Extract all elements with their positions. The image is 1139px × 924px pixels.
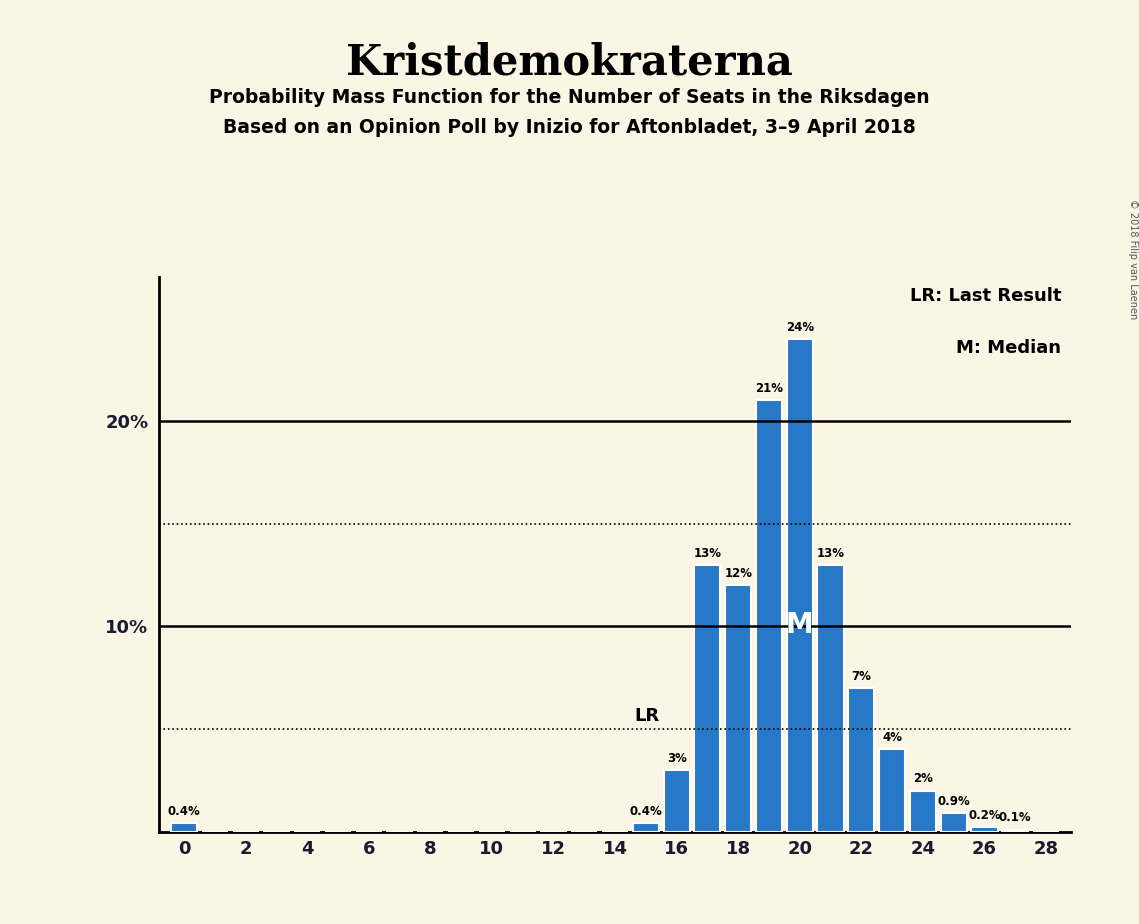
Bar (633, 823, 659, 832)
Text: 0.1%: 0.1% (999, 811, 1032, 824)
Text: 2%: 2% (913, 772, 933, 785)
Bar (756, 400, 782, 832)
Bar (879, 749, 906, 832)
Text: Kristdemokraterna: Kristdemokraterna (346, 42, 793, 83)
Text: 0.9%: 0.9% (937, 795, 970, 808)
Text: M: Median: M: Median (957, 339, 1062, 357)
Bar (1002, 830, 1029, 832)
Text: LR: Last Result: LR: Last Result (910, 287, 1062, 306)
Bar (726, 585, 752, 832)
Text: LR: LR (634, 707, 659, 724)
Text: Probability Mass Function for the Number of Seats in the Riksdagen: Probability Mass Function for the Number… (210, 88, 929, 107)
Text: 3%: 3% (666, 752, 687, 765)
Text: 13%: 13% (817, 546, 844, 560)
Bar (910, 791, 936, 832)
Text: 21%: 21% (755, 383, 782, 395)
Text: 4%: 4% (882, 731, 902, 745)
Text: © 2018 Filip van Laenen: © 2018 Filip van Laenen (1129, 199, 1138, 319)
Text: 12%: 12% (724, 567, 752, 580)
Bar (818, 565, 844, 832)
Text: 24%: 24% (786, 321, 814, 334)
Text: 0.4%: 0.4% (630, 805, 662, 819)
Bar (787, 339, 813, 832)
Text: 13%: 13% (694, 546, 721, 560)
Bar (171, 823, 197, 832)
Text: 0.4%: 0.4% (167, 805, 200, 819)
Bar (695, 565, 721, 832)
Text: 0.2%: 0.2% (968, 809, 1001, 822)
Text: 7%: 7% (851, 670, 871, 683)
Bar (972, 828, 998, 832)
Text: Based on an Opinion Poll by Inizio for Aftonbladet, 3–9 April 2018: Based on an Opinion Poll by Inizio for A… (223, 118, 916, 138)
Bar (664, 770, 690, 832)
Bar (941, 813, 967, 832)
Text: M: M (786, 611, 813, 638)
Bar (849, 687, 875, 832)
